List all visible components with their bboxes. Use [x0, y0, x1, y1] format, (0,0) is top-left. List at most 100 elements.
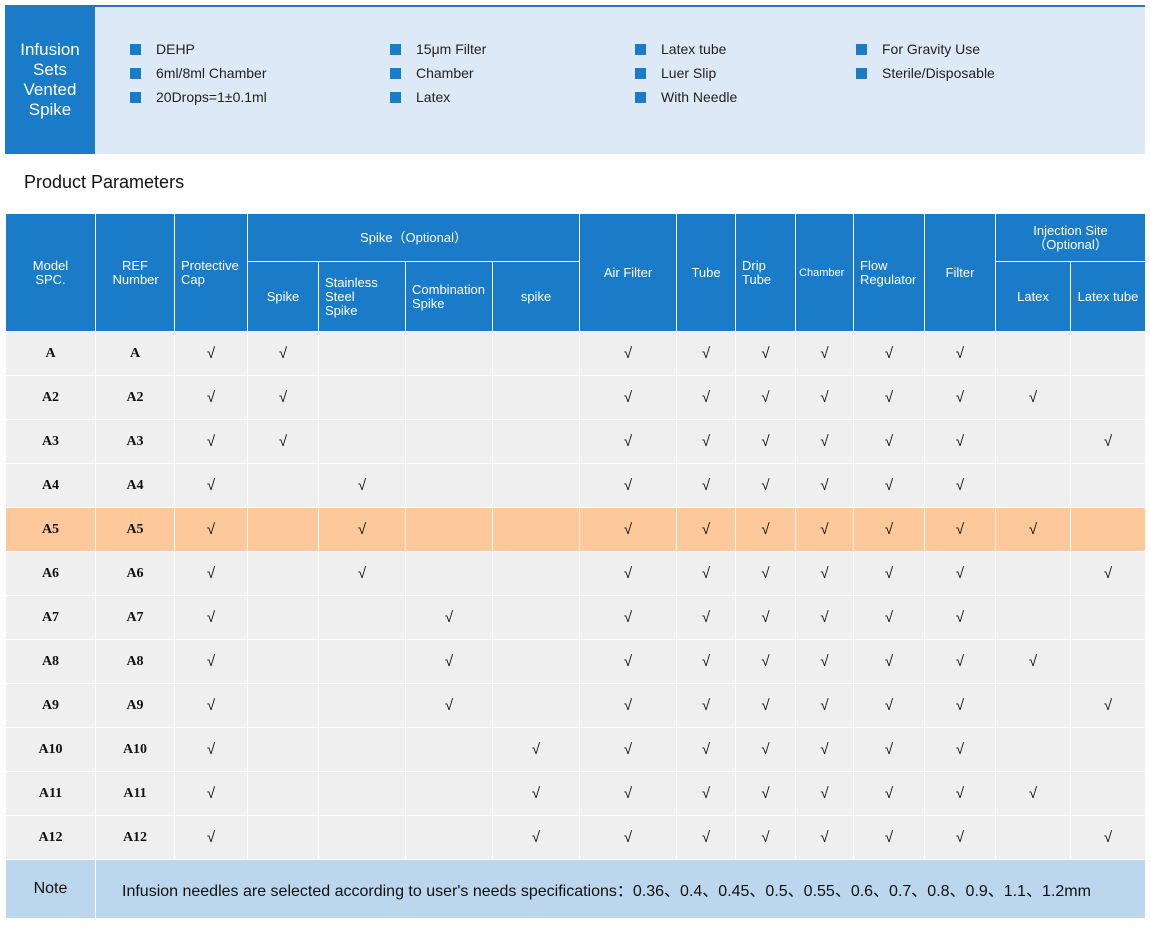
- check-cell: √: [924, 463, 997, 508]
- empty-cell: [405, 331, 493, 376]
- check-cell: √: [853, 551, 926, 596]
- check-cell: √: [405, 595, 493, 640]
- empty-cell: [405, 375, 493, 420]
- model-cell: A11: [95, 771, 175, 816]
- check-cell: √: [1070, 551, 1147, 596]
- header-label: spike: [520, 288, 552, 304]
- empty-cell: [491, 375, 581, 420]
- check-cell: √: [995, 639, 1072, 684]
- check-cell: √: [924, 771, 997, 816]
- check-cell: √: [735, 815, 797, 860]
- check-cell: √: [174, 419, 248, 464]
- header-cell: Model SPC.: [5, 213, 96, 332]
- check-cell: √: [735, 551, 797, 596]
- check-cell: √: [174, 815, 248, 860]
- header-label: REF Number: [112, 257, 159, 287]
- model-cell: A9: [95, 683, 175, 728]
- parameters-table: Model SPC. REF Number Protective Cap Spike（…: [5, 213, 1147, 919]
- empty-cell: [1070, 375, 1147, 420]
- note-label: Note: [5, 859, 96, 919]
- model-cell: A12: [95, 815, 175, 860]
- check-cell: √: [174, 683, 248, 728]
- empty-cell: [405, 551, 493, 596]
- header-cell: Drip Tube: [735, 213, 797, 332]
- check-cell: √: [676, 727, 737, 772]
- model-cell: A11: [5, 771, 96, 816]
- table-row: A9 A9 √ √ √ √ √ √ √ √ √: [5, 683, 1147, 728]
- empty-cell: [405, 771, 493, 816]
- model-cell: A6: [95, 551, 175, 596]
- check-cell: √: [676, 639, 737, 684]
- header-label: Model SPC.: [32, 257, 69, 287]
- check-cell: √: [735, 771, 797, 816]
- header-label: Air Filter: [603, 264, 653, 280]
- check-cell: √: [174, 727, 248, 772]
- check-cell: √: [174, 375, 248, 420]
- header-cell: Filter: [924, 213, 997, 332]
- model-cell: A6: [5, 551, 96, 596]
- empty-cell: [405, 419, 493, 464]
- table-row: A12 A12 √ √ √ √ √ √ √ √ √: [5, 815, 1147, 860]
- header-cell: Latex tube: [1070, 261, 1147, 332]
- check-cell: √: [174, 595, 248, 640]
- model-cell: A2: [95, 375, 175, 420]
- empty-cell: [491, 639, 581, 684]
- check-cell: √: [924, 507, 997, 552]
- check-cell: √: [579, 507, 678, 552]
- empty-cell: [995, 331, 1072, 376]
- check-cell: √: [174, 463, 248, 508]
- model-cell: A8: [5, 639, 96, 684]
- table-row: A11 A11 √ √ √ √ √ √ √ √ √: [5, 771, 1147, 816]
- table-row: A6 A6 √ √ √ √ √ √ √ √ √: [5, 551, 1147, 596]
- model-cell: A4: [95, 463, 175, 508]
- empty-cell: [318, 595, 406, 640]
- feature-column: DEHP 6ml/8ml Chamber 20Drops=1±0.1ml: [130, 37, 267, 109]
- empty-cell: [1070, 463, 1147, 508]
- header-label: Stainless Steel Spike: [325, 274, 378, 318]
- check-cell: √: [676, 419, 737, 464]
- check-cell: √: [318, 551, 406, 596]
- check-cell: √: [795, 551, 855, 596]
- check-cell: √: [579, 727, 678, 772]
- check-cell: √: [795, 595, 855, 640]
- header-group: Spike（Optional）: [246, 213, 581, 262]
- empty-cell: [318, 331, 406, 376]
- feature: For Gravity Use: [856, 37, 995, 61]
- header-label: Latex tube: [1077, 288, 1139, 304]
- empty-cell: [491, 331, 581, 376]
- empty-cell: [1070, 771, 1147, 816]
- header-cell: Spike: [247, 261, 319, 332]
- note-text: Infusion needles are selected according …: [94, 859, 1147, 919]
- check-cell: √: [579, 551, 678, 596]
- check-cell: √: [579, 771, 678, 816]
- empty-cell: [995, 815, 1072, 860]
- section-title: Product Parameters: [24, 172, 185, 192]
- check-cell: √: [174, 331, 248, 376]
- check-cell: √: [924, 639, 997, 684]
- header-cell: Chamber: [795, 213, 855, 332]
- model-cell: A7: [95, 595, 175, 640]
- banner-title: Infusion Sets Vented Spike: [20, 39, 80, 119]
- header-label: Injection Site（Optional）: [1033, 222, 1108, 252]
- check-cell: √: [924, 683, 997, 728]
- empty-cell: [405, 507, 493, 552]
- check-cell: √: [579, 595, 678, 640]
- banner-title-box: Infusion Sets Vented Spike: [5, 5, 95, 154]
- model-cell: A5: [5, 507, 96, 552]
- check-cell: √: [795, 771, 855, 816]
- check-cell: √: [795, 507, 855, 552]
- empty-cell: [247, 771, 319, 816]
- header-label: Latex: [1017, 288, 1049, 304]
- empty-cell: [491, 595, 581, 640]
- check-cell: √: [795, 639, 855, 684]
- check-cell: √: [491, 771, 581, 816]
- check-cell: √: [924, 595, 997, 640]
- check-cell: √: [579, 639, 678, 684]
- header-label: Tube: [691, 264, 721, 280]
- check-cell: √: [795, 375, 855, 420]
- check-cell: √: [676, 595, 737, 640]
- check-cell: √: [676, 815, 737, 860]
- header-label: Chamber: [799, 266, 845, 279]
- model-cell: A9: [5, 683, 96, 728]
